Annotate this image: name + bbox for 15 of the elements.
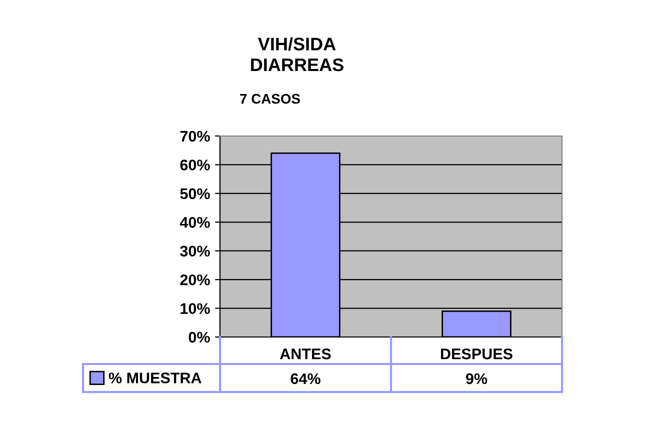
y-tick-label: 70%: [180, 130, 210, 142]
y-tick-label: 20%: [180, 274, 210, 286]
x-tick-label: ANTES: [280, 348, 331, 360]
y-tick-label: 40%: [180, 217, 210, 228]
data-label: 9%: [466, 373, 488, 384]
chart-subtitle: 7 CASOS: [240, 94, 300, 104]
y-tick-label: 60%: [180, 160, 210, 170]
chart-title: VIH/SIDA DIARREAS: [251, 37, 344, 72]
y-tick-label: 30%: [180, 246, 210, 257]
y-tick-label: 50%: [180, 188, 210, 200]
y-tick-label: 0%: [188, 332, 210, 343]
legend-label: % MUESTRA: [108, 372, 202, 384]
x-tick-label: DESPUES: [441, 348, 512, 360]
data-label: 64%: [290, 373, 320, 384]
y-tick-label: 10%: [180, 303, 210, 314]
